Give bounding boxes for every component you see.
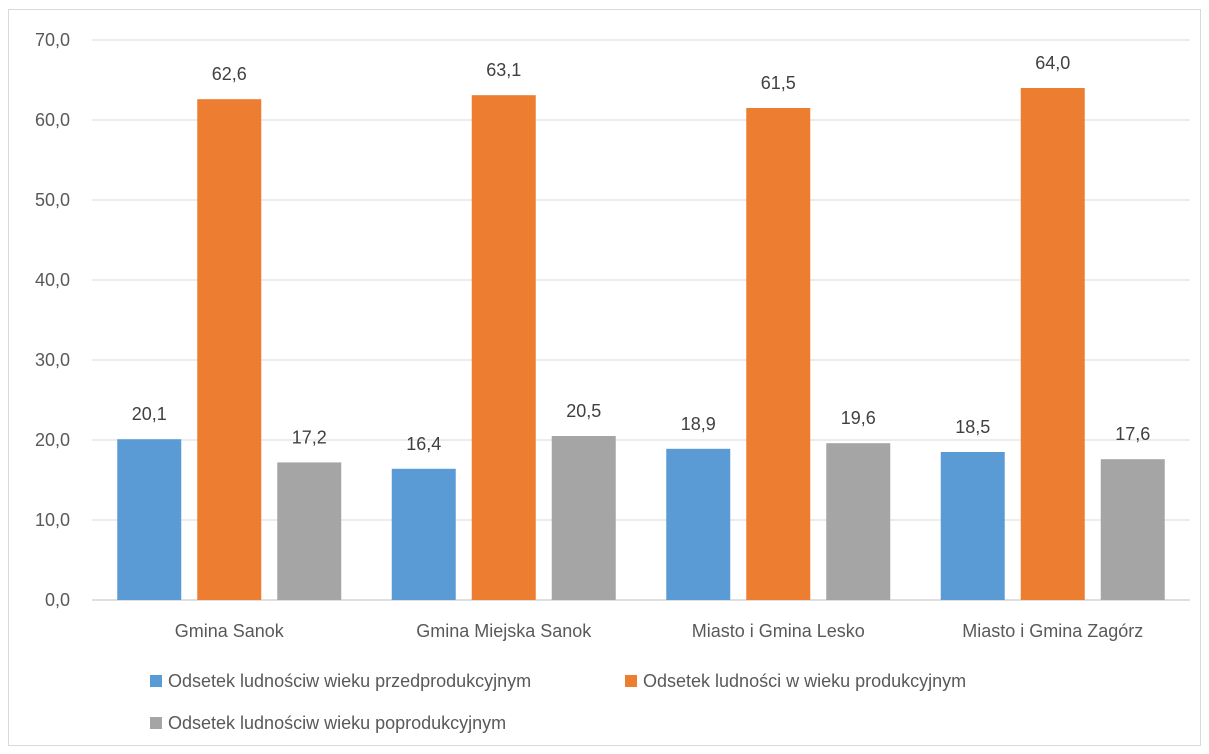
data-label: 18,5 xyxy=(955,417,990,437)
data-label: 20,5 xyxy=(566,401,601,421)
legend: Odsetek ludnościw wieku przedprodukcyjny… xyxy=(150,671,966,733)
bar xyxy=(471,95,536,600)
data-label: 16,4 xyxy=(406,434,441,454)
y-tick-label: 20,0 xyxy=(35,430,70,450)
bar xyxy=(391,468,456,600)
y-tick-label: 60,0 xyxy=(35,110,70,130)
bar xyxy=(1100,459,1165,600)
bar xyxy=(1020,88,1085,600)
y-tick-label: 70,0 xyxy=(35,30,70,50)
bars xyxy=(117,88,1165,600)
data-label: 63,1 xyxy=(486,60,521,80)
data-label: 20,1 xyxy=(132,404,167,424)
data-label: 19,6 xyxy=(841,408,876,428)
data-label: 64,0 xyxy=(1035,53,1070,73)
data-labels: 20,1 62,6 17,2 16,4 63,1 20,5 18,9 61,5 19,6 18,5… xyxy=(132,53,1151,454)
y-tick-label: 40,0 xyxy=(35,270,70,290)
legend-swatch xyxy=(150,675,162,687)
legend-label: Odsetek ludnościw wieku przedprodukcyjny… xyxy=(168,671,531,691)
bar xyxy=(746,108,811,600)
bar xyxy=(826,443,891,600)
bar xyxy=(277,462,342,600)
x-axis-category-labels: Gmina Sanok Gmina Miejska Sanok Miasto i G… xyxy=(175,621,1144,641)
bar xyxy=(551,436,616,600)
legend-swatch xyxy=(150,717,162,729)
legend-swatch xyxy=(625,675,637,687)
legend-label: Odsetek ludności w wieku produkcyjnym xyxy=(643,671,966,691)
gridlines xyxy=(92,39,1190,601)
bar xyxy=(940,452,1005,600)
data-label: 18,9 xyxy=(681,414,716,434)
y-tick-label: 30,0 xyxy=(35,350,70,370)
x-category-label: Miasto i Gmina Lesko xyxy=(692,621,865,641)
y-tick-label: 50,0 xyxy=(35,190,70,210)
data-label: 62,6 xyxy=(212,64,247,84)
x-category-label: Miasto i Gmina Zagórz xyxy=(962,621,1143,641)
bar xyxy=(117,439,182,600)
y-axis-tick-labels: 0,0 10,0 20,0 30,0 40,0 50,0 60,0 70,0 xyxy=(35,30,70,610)
data-label: 17,6 xyxy=(1115,424,1150,444)
data-label: 61,5 xyxy=(761,73,796,93)
bar xyxy=(666,448,731,600)
data-label: 17,2 xyxy=(292,427,327,447)
y-tick-label: 10,0 xyxy=(35,510,70,530)
y-tick-label: 0,0 xyxy=(45,590,70,610)
bar xyxy=(197,99,262,600)
legend-label: Odsetek ludnościw wieku poprodukcyjnym xyxy=(168,713,506,733)
x-category-label: Gmina Miejska Sanok xyxy=(416,621,592,641)
x-category-label: Gmina Sanok xyxy=(175,621,285,641)
